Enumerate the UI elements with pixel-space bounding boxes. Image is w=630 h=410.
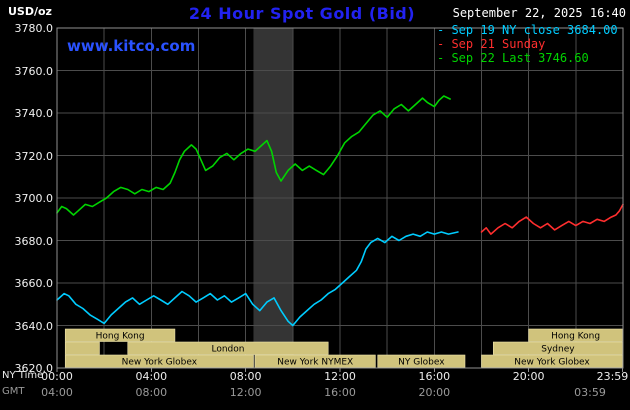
legend-label: Sep 22 Last 3746.60 — [451, 51, 589, 65]
y-tick-label: 3620.0 — [14, 362, 54, 375]
session-label: New York Globex — [514, 357, 590, 367]
session-label: New York NYMEX — [277, 357, 353, 367]
session-label: Hong Kong — [96, 331, 145, 341]
units-label: USD/oz — [8, 5, 52, 18]
x-tick-label-ny: 08:00 — [229, 370, 262, 383]
legend-marker-icon: - — [437, 51, 452, 65]
session-label: Hong Kong — [551, 331, 600, 341]
legend-label: Sep 19 NY close 3684.00 — [451, 23, 618, 37]
session-label: New York Globex — [122, 357, 198, 367]
x-tick-label-ny: 20:00 — [512, 370, 545, 383]
legend-marker-icon: - — [437, 23, 452, 37]
y-tick-label: 3720.0 — [14, 149, 54, 163]
legend: - Sep 19 NY close 3684.00- Sep 21 Sunday… — [437, 23, 618, 65]
session-box — [127, 341, 329, 355]
gmt-axis-label: GMT — [2, 386, 25, 397]
x-tick-label-ny: 12:00 — [324, 370, 356, 383]
ny-time-axis-label: NY Time — [2, 370, 44, 381]
session-label: London — [211, 344, 244, 354]
x-tick-label-gmt: 16:00 — [324, 386, 356, 399]
datetime-label: September 22, 2025 16:40 — [452, 6, 626, 20]
x-tick-label-gmt: 04:00 — [41, 386, 73, 399]
chart-title: 24 Hour Spot Gold (Bid) — [188, 4, 416, 23]
y-tick-label: 3640.0 — [14, 319, 54, 333]
x-tick-label-gmt: 20:00 — [418, 386, 451, 399]
session-box — [64, 328, 176, 342]
series-line-sep21 — [480, 203, 624, 235]
legend-item: - Sep 21 Sunday — [437, 37, 618, 51]
x-tick-label-ny: 16:00 — [418, 370, 451, 383]
series-line-sep22 — [56, 95, 451, 216]
x-tick-label-gmt: 08:00 — [135, 386, 168, 399]
x-tick-label-gmt: 03:59 — [574, 386, 606, 399]
session-label: NY Globex — [398, 357, 445, 367]
legend-item: - Sep 19 NY close 3684.00 — [437, 23, 618, 37]
legend-item: - Sep 22 Last 3746.60 — [437, 51, 618, 65]
y-tick-label: 3680.0 — [14, 234, 54, 248]
y-tick-label: 3660.0 — [14, 277, 54, 290]
legend-label: Sep 21 Sunday — [451, 37, 546, 51]
x-tick-label-ny: 23:59 — [596, 370, 629, 383]
x-tick-label-ny: 00:00 — [41, 370, 73, 383]
kitco-watermark-link[interactable]: www.kitco.com — [67, 37, 196, 55]
session-label: Sydney — [541, 344, 575, 354]
session-box — [64, 341, 100, 355]
series-line-sep19 — [56, 231, 459, 327]
legend-marker-icon: - — [437, 37, 452, 51]
y-tick-label: 3740.0 — [14, 107, 54, 120]
y-tick-label: 3700.0 — [14, 192, 54, 205]
x-tick-label-ny: 04:00 — [135, 370, 168, 383]
y-tick-label: 3780.0 — [14, 22, 54, 35]
y-tick-label: 3760.0 — [14, 64, 54, 78]
x-tick-label-gmt: 12:00 — [229, 386, 262, 399]
